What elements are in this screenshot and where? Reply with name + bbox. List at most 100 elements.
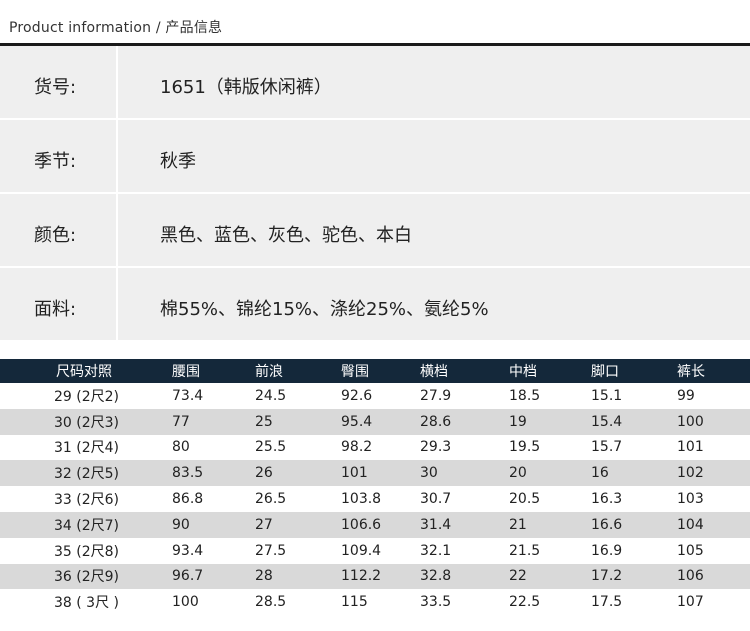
cell-text: 32 (2尺5) xyxy=(54,466,120,483)
cell-text: 15.7 xyxy=(591,439,623,456)
measurement-cell: 80 xyxy=(172,435,255,461)
measurement-cell: 98.2 xyxy=(341,435,420,461)
cell-text: 17.2 xyxy=(591,568,623,585)
cell-text: 92.6 xyxy=(341,387,373,404)
cell-text: 101 xyxy=(341,465,368,482)
size-cell: 32 (2尺5) xyxy=(0,460,172,487)
measurement-cell: 22.5 xyxy=(509,589,591,615)
cell-text: 15.1 xyxy=(591,387,623,404)
table-row: 30 (2尺3) 77 25 95.4 28.6 19 15.4 100 xyxy=(0,408,750,435)
section-title: Product information / 产品信息 xyxy=(9,20,223,36)
cell-text: 80 xyxy=(172,439,190,456)
cell-text: 34 (2尺7) xyxy=(54,517,120,534)
cell-text: 102 xyxy=(677,465,704,482)
measurement-cell: 31.4 xyxy=(420,511,509,538)
measurement-cell: 16.6 xyxy=(591,511,677,538)
size-table-body: 29 (2尺2) 73.4 24.5 92.6 27.9 18.5 15.1 99 30 (2尺… xyxy=(0,383,750,615)
table-row: 36 (2尺9) 96.7 28 112.2 32.8 22 17.2 106 xyxy=(0,563,750,590)
cell-text: 21.5 xyxy=(509,542,541,559)
cell-text: 27 xyxy=(255,516,273,533)
cell-text: 30.7 xyxy=(420,491,452,508)
measurement-cell: 27.9 xyxy=(420,383,509,409)
measurement-cell: 21.5 xyxy=(509,538,591,564)
column-header: 前浪 xyxy=(255,359,341,383)
table-row: 33 (2尺6) 86.8 26.5 103.8 30.7 20.5 16.3 103 xyxy=(0,486,750,512)
measurement-cell: 27.5 xyxy=(255,538,341,564)
measurement-cell: 30 xyxy=(420,460,509,487)
cell-text: 25.5 xyxy=(255,439,287,456)
measurement-cell: 21 xyxy=(509,511,591,538)
cell-text: 104 xyxy=(677,516,704,533)
column-header: 中档 xyxy=(509,359,591,383)
measurement-cell: 20.5 xyxy=(509,486,591,512)
measurement-cell: 92.6 xyxy=(341,383,420,409)
cell-text: 16.9 xyxy=(591,542,623,559)
cell-text: 30 xyxy=(420,465,438,482)
cell-text: 22 xyxy=(509,568,527,585)
cell-text: 27.5 xyxy=(255,542,287,559)
cell-text: 35 (2尺8) xyxy=(54,543,120,560)
cell-text: 106.6 xyxy=(341,516,382,533)
measurement-cell: 15.4 xyxy=(591,408,677,435)
measurement-cell: 103 xyxy=(677,486,750,512)
cell-text: 26 xyxy=(255,465,273,482)
cell-text: 98.2 xyxy=(341,439,373,456)
measurement-cell: 27 xyxy=(255,511,341,538)
measurement-cell: 99 xyxy=(677,383,750,409)
measurement-cell: 32.1 xyxy=(420,538,509,564)
product-info-list: 货号: 1651（韩版休闲裤） 季节: 秋季 颜色: 黑色、蓝色、灰色、驼色、本… xyxy=(0,46,750,342)
info-row-season: 季节: 秋季 xyxy=(0,120,750,194)
measurement-cell: 86.8 xyxy=(172,486,255,512)
size-chart-table: 尺码对照 腰围 前浪 臀围 横档 中档 脚口 裤长 29 (2尺2) 73.4 24… xyxy=(0,359,750,615)
measurement-cell: 107 xyxy=(677,589,750,615)
measurement-cell: 106.6 xyxy=(341,511,420,538)
measurement-cell: 73.4 xyxy=(172,383,255,409)
cell-text: 77 xyxy=(172,413,190,430)
cell-text: 96.7 xyxy=(172,568,204,585)
cell-text: 22.5 xyxy=(509,594,541,611)
cell-text: 33.5 xyxy=(420,594,452,611)
cell-text: 28.6 xyxy=(420,413,452,430)
size-cell: 35 (2尺8) xyxy=(0,538,172,564)
cell-text: 26.5 xyxy=(255,491,287,508)
info-row-item-number: 货号: 1651（韩版休闲裤） xyxy=(0,46,750,120)
cell-text: 38 ( 3尺 ) xyxy=(54,595,119,612)
table-row: 29 (2尺2) 73.4 24.5 92.6 27.9 18.5 15.1 99 xyxy=(0,383,750,409)
measurement-cell: 95.4 xyxy=(341,408,420,435)
measurement-cell: 20 xyxy=(509,460,591,487)
size-cell: 31 (2尺4) xyxy=(0,435,172,461)
cell-text: 36 (2尺9) xyxy=(54,569,120,586)
header-divider xyxy=(0,43,750,46)
size-cell: 29 (2尺2) xyxy=(0,383,172,409)
table-row: 35 (2尺8) 93.4 27.5 109.4 32.1 21.5 16.9 105 xyxy=(0,538,750,564)
measurement-cell: 26 xyxy=(255,460,341,487)
cell-text: 16.3 xyxy=(591,491,623,508)
cell-text: 20.5 xyxy=(509,491,541,508)
cell-text: 100 xyxy=(677,413,704,430)
measurement-cell: 83.5 xyxy=(172,460,255,487)
cell-text: 16.6 xyxy=(591,516,623,533)
measurement-cell: 101 xyxy=(677,435,750,461)
cell-text: 16 xyxy=(591,465,609,482)
measurement-cell: 32.8 xyxy=(420,563,509,590)
cell-text: 95.4 xyxy=(341,413,373,430)
measurement-cell: 26.5 xyxy=(255,486,341,512)
cell-text: 28 xyxy=(255,568,273,585)
measurement-cell: 15.1 xyxy=(591,383,677,409)
measurement-cell: 18.5 xyxy=(509,383,591,409)
label-cell: 货号: xyxy=(0,46,118,118)
table-row: 32 (2尺5) 83.5 26 101 30 20 16 102 xyxy=(0,460,750,487)
measurement-cell: 22 xyxy=(509,563,591,590)
item-number-value: 1651（韩版休闲裤） xyxy=(160,77,332,98)
cell-text: 18.5 xyxy=(509,387,541,404)
column-header: 尺码对照 xyxy=(0,359,172,383)
measurement-cell: 109.4 xyxy=(341,538,420,564)
measurement-cell: 105 xyxy=(677,538,750,564)
cell-text: 93.4 xyxy=(172,542,204,559)
cell-text: 101 xyxy=(677,439,704,456)
cell-text: 28.5 xyxy=(255,594,287,611)
cell-text: 103.8 xyxy=(341,491,382,508)
cell-text: 83.5 xyxy=(172,465,204,482)
cell-text: 31.4 xyxy=(420,516,452,533)
measurement-cell: 104 xyxy=(677,511,750,538)
